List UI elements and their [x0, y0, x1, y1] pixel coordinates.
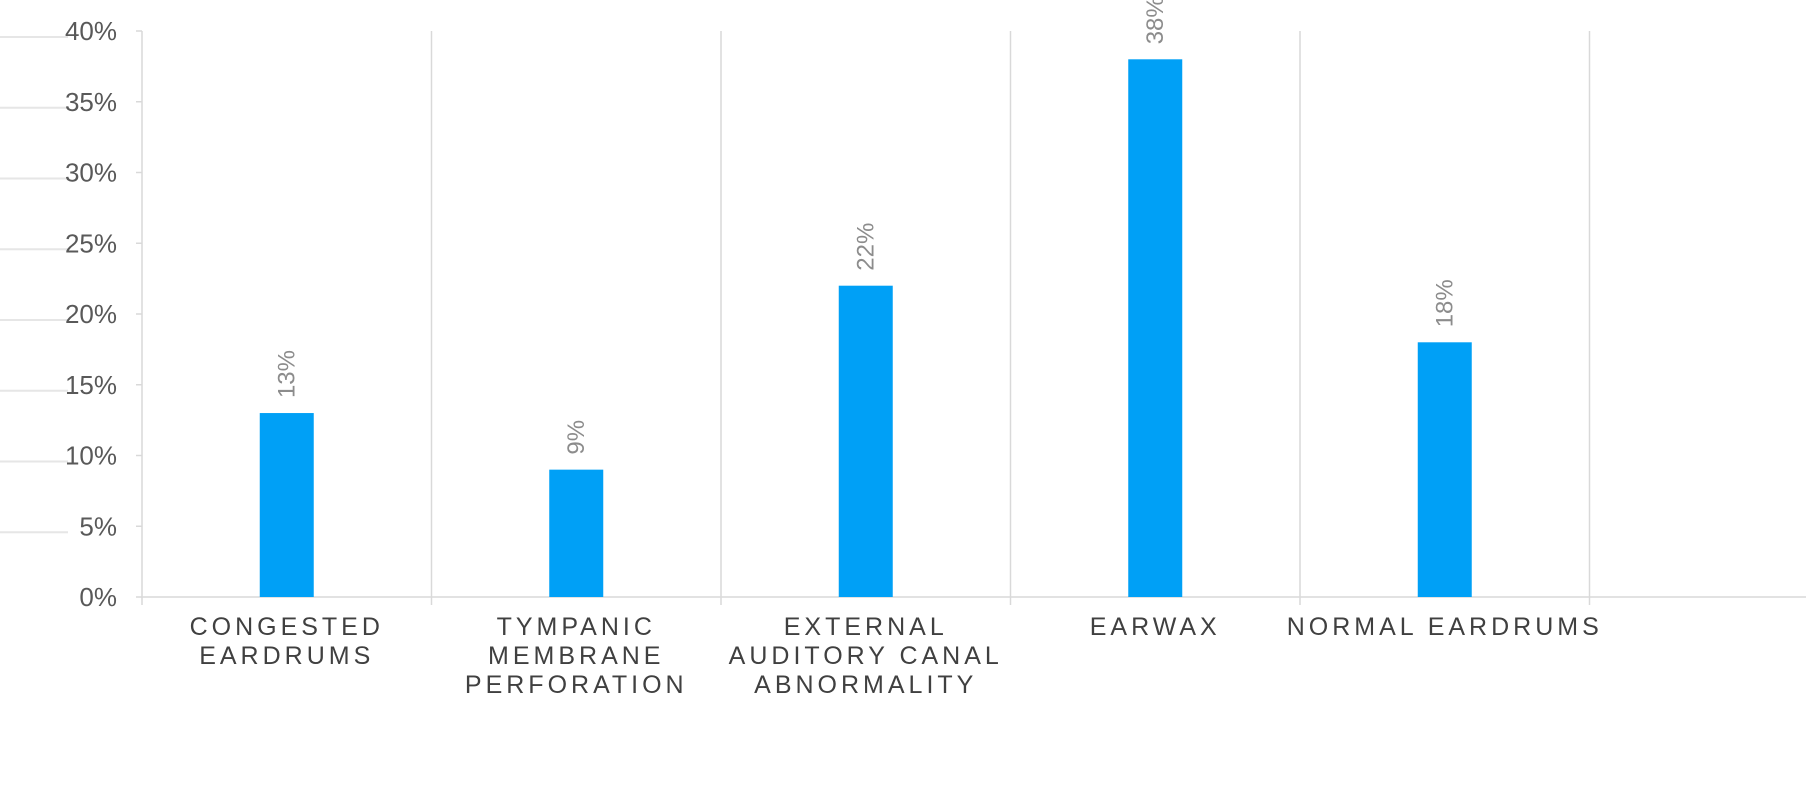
bar — [838, 285, 893, 597]
category-label: EARWAX — [1090, 613, 1221, 641]
data-labels: 13% 9% 22% 38% 18% — [274, 0, 1459, 455]
bar — [549, 469, 604, 597]
data-label: 38% — [1142, 0, 1169, 44]
y-tick-label: 10% — [65, 441, 117, 471]
category-label: NORMAL EARDRUMS — [1287, 613, 1603, 641]
category-label: EARDRUMS — [199, 642, 374, 670]
y-tick-label: 15% — [65, 370, 117, 400]
y-tick-label: 35% — [65, 87, 117, 117]
left-margin-lines — [0, 36, 68, 534]
category-label: EXTERNAL — [784, 613, 948, 641]
y-tick-label: 20% — [65, 299, 117, 329]
data-label: 13% — [274, 350, 301, 398]
data-label: 9% — [563, 420, 590, 455]
bar — [1128, 59, 1183, 598]
category-gridlines — [430, 31, 1591, 605]
data-label: 18% — [1432, 279, 1459, 327]
data-label: 22% — [853, 223, 880, 271]
y-tick-label: 40% — [65, 16, 117, 46]
y-tick-label: 25% — [65, 228, 117, 258]
category-label: CONGESTED — [190, 613, 384, 641]
axes — [136, 30, 1806, 605]
category-label: MEMBRANE — [488, 642, 664, 670]
y-tick-label: 5% — [79, 511, 117, 541]
bar — [1417, 342, 1472, 597]
bar — [259, 413, 314, 597]
category-label: PERFORATION — [465, 671, 688, 699]
bars — [259, 59, 1472, 598]
category-label: TYMPANIC — [497, 613, 656, 641]
y-tick-label: 30% — [65, 158, 117, 188]
y-tick-label: 0% — [79, 582, 117, 612]
category-label: AUDITORY CANAL — [729, 642, 1003, 670]
category-label: ABNORMALITY — [754, 671, 977, 699]
y-axis-tick-labels: 0% 5% 10% 15% 20% 25% 30% 35% 40% — [65, 16, 117, 612]
